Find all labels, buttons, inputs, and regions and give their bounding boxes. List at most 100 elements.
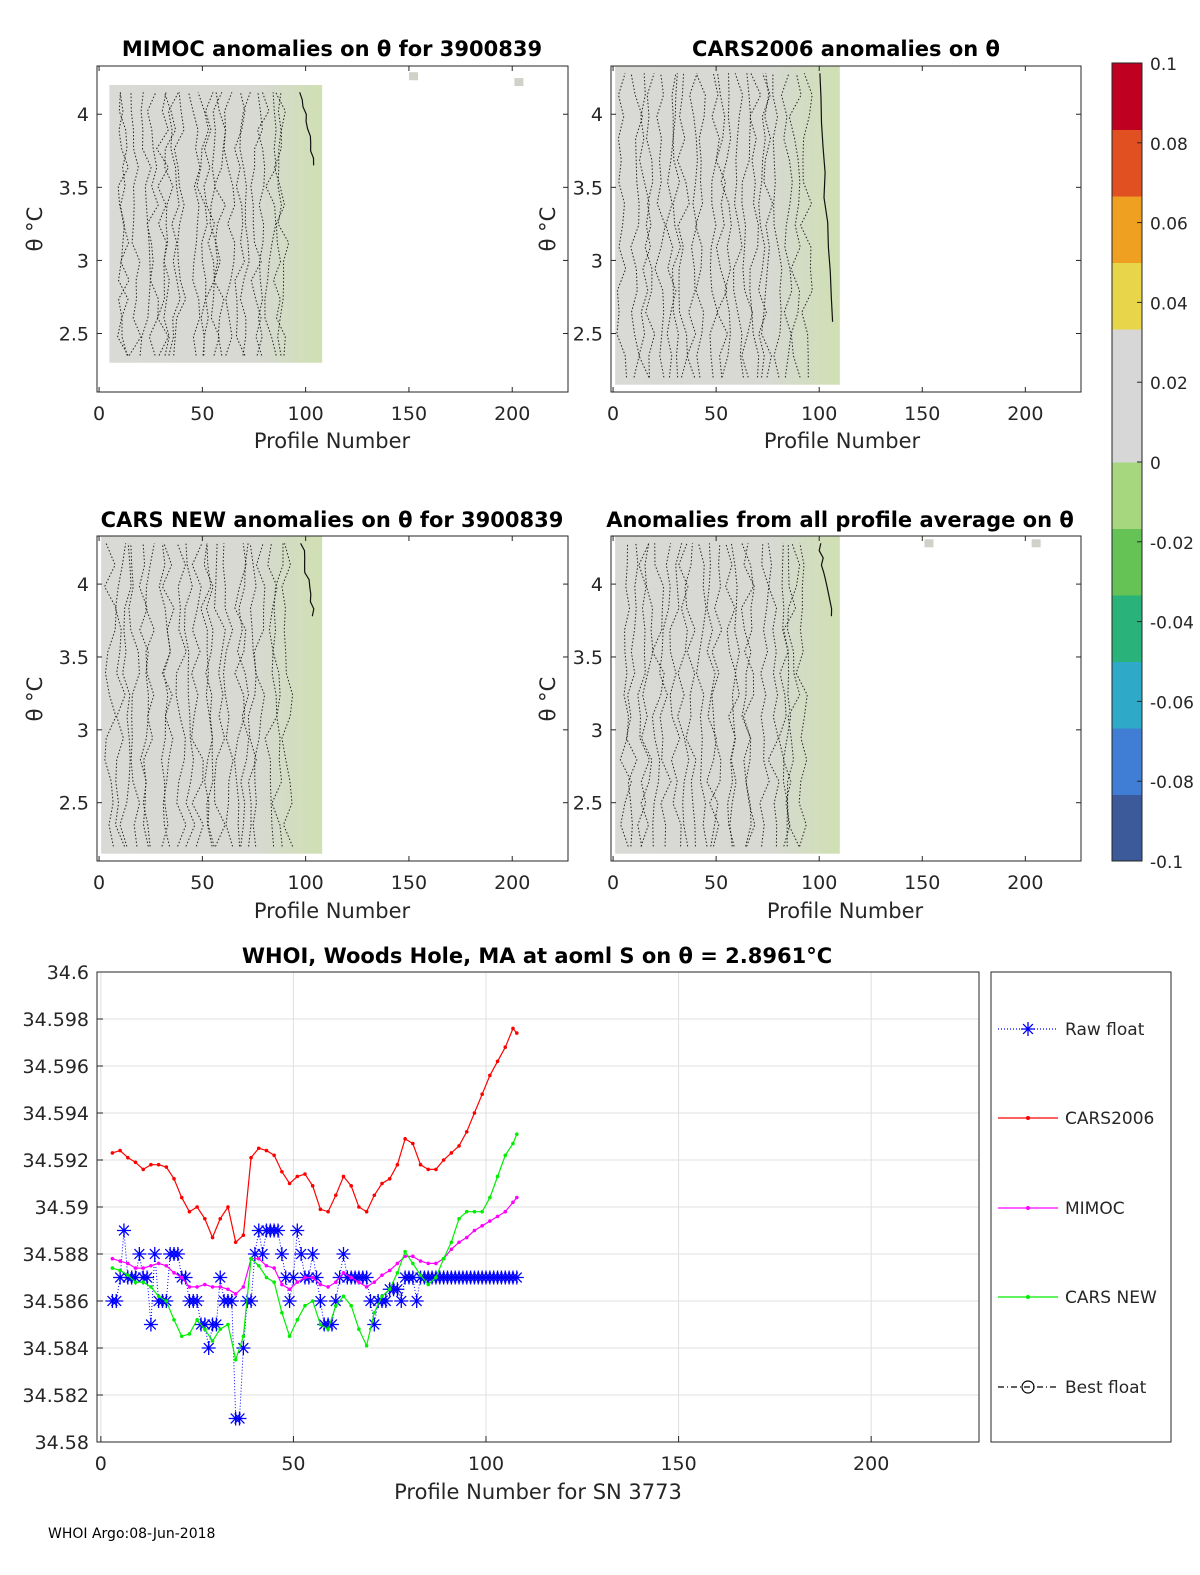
- series-point: [133, 1266, 138, 1270]
- y-tick-label: 4: [591, 574, 603, 596]
- series-point: [387, 1287, 392, 1292]
- anomaly-speck: [514, 78, 524, 87]
- plot-frame: [610, 65, 1082, 393]
- contour-line: [671, 73, 682, 378]
- series-point: [515, 1132, 519, 1136]
- contour-line: [247, 543, 257, 847]
- series-point: [303, 1172, 307, 1176]
- series-point: [110, 1266, 115, 1270]
- colorbar-color-bands: [1112, 63, 1142, 862]
- x-tick-label: 100: [801, 872, 837, 894]
- series-cars-new: [110, 1132, 519, 1362]
- raw-float-point: [274, 1247, 289, 1261]
- series-point: [488, 1195, 492, 1200]
- y-tick-label: 34.598: [23, 1009, 89, 1031]
- series-point: [472, 1228, 477, 1233]
- colorbar-tick-label: 0.04: [1150, 294, 1188, 314]
- colorbar-band: [1112, 329, 1142, 396]
- x-tick-label: 200: [494, 403, 530, 425]
- x-tick-label: 50: [190, 872, 214, 894]
- series-point: [495, 1059, 500, 1064]
- series-point: [241, 1285, 246, 1289]
- contour-line: [767, 543, 780, 847]
- plot-frame: [96, 535, 569, 862]
- y-tick-label: 4: [591, 104, 603, 126]
- y-tick-label: 2.5: [59, 793, 89, 815]
- contour-line: [119, 543, 132, 847]
- x-tick-label: 0: [607, 872, 619, 894]
- series-point: [380, 1181, 384, 1186]
- x-tick-label: 200: [853, 1453, 889, 1475]
- legend-label: CARS NEW: [1065, 1288, 1157, 1308]
- legend-label: MIMOC: [1065, 1199, 1125, 1219]
- x-tick-label: 150: [904, 872, 940, 894]
- contour-line: [727, 543, 741, 847]
- contour-line: [676, 73, 690, 378]
- series-point: [372, 1280, 377, 1284]
- legend-label: Best float: [1065, 1378, 1147, 1398]
- contour-line: [651, 543, 665, 847]
- series-point: [272, 1266, 276, 1270]
- raw-float-point: [209, 1317, 224, 1332]
- series-point: [156, 1261, 161, 1266]
- series-point: [141, 1167, 146, 1172]
- legend-circle-marker: [1021, 1380, 1035, 1394]
- colorbar-tick-label: -0.1: [1150, 853, 1183, 873]
- contour-line: [733, 73, 744, 378]
- colorbar-band: [1112, 262, 1142, 330]
- legend-dot-marker: [1026, 1116, 1030, 1120]
- series-line: [112, 1133, 518, 1362]
- contour-line: [114, 543, 127, 847]
- contour-line: [684, 543, 697, 847]
- solid-contour-line: [299, 92, 315, 166]
- contour-line: [640, 543, 654, 847]
- series-point: [364, 1209, 369, 1214]
- series-point: [141, 1280, 146, 1284]
- series-point: [149, 1162, 153, 1167]
- series-point: [280, 1310, 284, 1315]
- contour-line: [209, 92, 223, 356]
- series-point: [187, 1332, 192, 1336]
- series-point: [349, 1184, 354, 1188]
- series-point: [333, 1280, 338, 1284]
- mimoc-y-axis-label: θ °C: [23, 207, 47, 252]
- series-point: [464, 1130, 469, 1134]
- series-point: [149, 1263, 153, 1268]
- contour-line: [256, 92, 270, 356]
- legend-item: MIMOC: [998, 1199, 1125, 1219]
- colorbar-band: [1112, 395, 1142, 463]
- x-tick-label: 100: [801, 403, 837, 425]
- colorbar-band: [1112, 63, 1142, 130]
- raw-float-point: [336, 1247, 351, 1261]
- series-point: [110, 1256, 115, 1261]
- raw-float-point: [197, 1317, 212, 1332]
- contour-line: [163, 92, 177, 356]
- series-point: [226, 1287, 230, 1292]
- series-point: [426, 1261, 431, 1266]
- x-tick-label: 200: [1007, 872, 1043, 894]
- colorbar-band: [1112, 595, 1142, 662]
- series-point: [264, 1275, 269, 1280]
- series-point: [249, 1256, 253, 1261]
- series-point: [126, 1155, 130, 1160]
- series-point: [141, 1266, 146, 1270]
- raw-float-point: [305, 1247, 320, 1261]
- series-cars2006: [110, 1026, 519, 1245]
- series-point: [457, 1216, 461, 1221]
- series-point: [287, 1334, 292, 1339]
- y-tick-label: 4: [77, 574, 89, 596]
- legend-item: Best float: [998, 1378, 1147, 1398]
- series-point: [418, 1162, 423, 1167]
- legend-box: [990, 971, 1172, 1443]
- series-point: [434, 1275, 438, 1280]
- series-point: [495, 1214, 500, 1219]
- series-point: [164, 1263, 169, 1268]
- solid-contour-line: [300, 543, 315, 617]
- series-point: [126, 1261, 130, 1266]
- series-point: [272, 1153, 276, 1158]
- series-point: [233, 1292, 238, 1296]
- series-point: [303, 1275, 307, 1280]
- x-tick-label: 100: [288, 403, 324, 425]
- x-tick-label: 0: [93, 872, 105, 894]
- series-point: [187, 1209, 192, 1214]
